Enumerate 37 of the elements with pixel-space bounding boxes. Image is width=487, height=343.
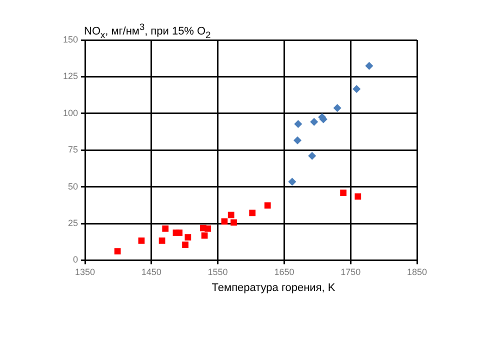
point: [333, 104, 342, 112]
y-tick-label: 0: [73, 254, 78, 265]
point: [352, 85, 361, 94]
y-tick-label: 125: [62, 71, 78, 82]
point: [182, 242, 188, 248]
point: [230, 219, 237, 226]
x-tick-label: 1450: [141, 267, 162, 278]
y-axis-title: NO$_{x}$, мг/нм$^{3}$, при 15% O$_{2}$: [84, 22, 211, 40]
x-tick-label: 1550: [208, 267, 228, 278]
point: [176, 230, 182, 236]
point: [288, 178, 296, 186]
point: [264, 202, 271, 209]
x-axis-title: Температура горения, K: [210, 282, 336, 294]
x-tick-label: 1750: [340, 267, 361, 278]
point: [354, 193, 362, 200]
y-tick-label: 25: [68, 218, 78, 228]
y-tick-label: 75: [68, 144, 78, 155]
point: [249, 210, 256, 216]
point: [310, 118, 318, 126]
x-tick-label: 1350: [75, 267, 96, 278]
y-tick-label: 150: [62, 34, 78, 44]
point: [365, 62, 374, 70]
point: [204, 225, 212, 232]
x-tick-label: 1850: [406, 267, 428, 278]
x-tick-label: 1650: [274, 267, 294, 278]
point: [114, 248, 121, 254]
point: [138, 237, 145, 244]
y-tick-label: 100: [62, 108, 78, 118]
point: [294, 120, 302, 128]
point: [184, 234, 192, 240]
point: [340, 190, 346, 196]
point: [293, 136, 302, 144]
point: [308, 152, 316, 160]
point: [228, 212, 234, 218]
point: [162, 225, 169, 232]
y-tick-label: 50: [68, 181, 78, 192]
point: [158, 237, 166, 244]
